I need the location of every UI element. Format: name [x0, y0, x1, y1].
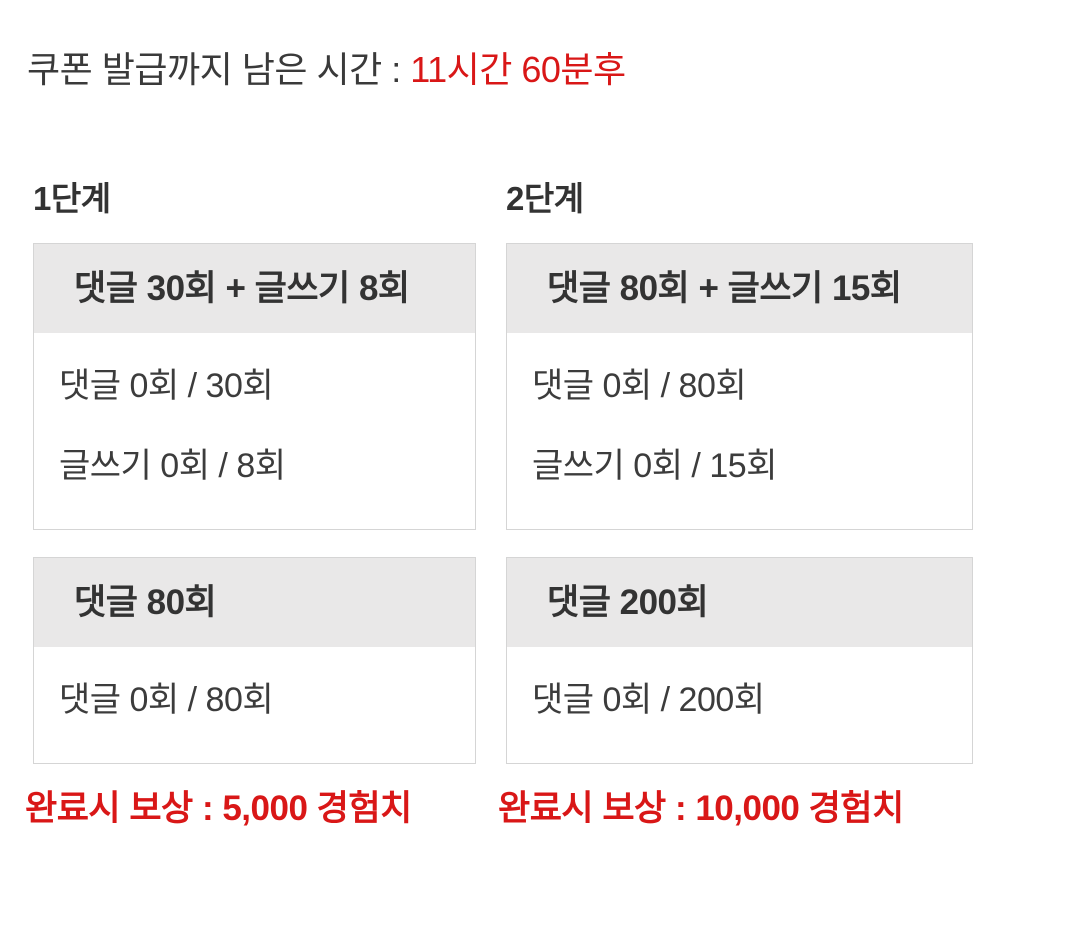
mission-card-header: 댓글 30회 + 글쓰기 8회	[34, 244, 475, 333]
stage-columns: 1단계 댓글 30회 + 글쓰기 8회 댓글 0회 / 30회 글쓰기 0회 /…	[25, 180, 1079, 826]
progress-row-comments: 댓글 0회 / 80회	[532, 367, 747, 405]
stage-1-mission-card-2: 댓글 80회 댓글 0회 / 80회	[33, 557, 476, 764]
progress-row-posts: 글쓰기 0회 / 15회	[532, 447, 777, 485]
stage-1-title: 1단계	[33, 180, 111, 217]
stage-1-mission-card-1: 댓글 30회 + 글쓰기 8회 댓글 0회 / 30회 글쓰기 0회 / 8회	[33, 243, 476, 530]
progress-row-comments: 댓글 0회 / 200회	[532, 681, 765, 719]
stage-2-title: 2단계	[506, 180, 584, 217]
mission-card-header: 댓글 80회 + 글쓰기 15회	[507, 244, 972, 333]
stage-1: 1단계 댓글 30회 + 글쓰기 8회 댓글 0회 / 30회 글쓰기 0회 /…	[25, 180, 476, 826]
stage-2-mission-card-1: 댓글 80회 + 글쓰기 15회 댓글 0회 / 80회 글쓰기 0회 / 15…	[506, 243, 973, 530]
stage-1-reward: 완료시 보상 : 5,000 경험치	[25, 789, 412, 828]
progress-row-comments: 댓글 0회 / 30회	[59, 367, 274, 405]
mission-card-header: 댓글 80회	[34, 558, 475, 647]
mission-card-header: 댓글 200회	[507, 558, 972, 647]
stage-2-mission-card-2: 댓글 200회 댓글 0회 / 200회	[506, 557, 973, 764]
coupon-timer: 쿠폰 발급까지 남은 시간 : 11시간 60분후	[27, 52, 1079, 88]
stage-2-reward: 완료시 보상 : 10,000 경험치	[498, 789, 904, 828]
progress-row-posts: 글쓰기 0회 / 8회	[59, 447, 286, 485]
stage-2: 2단계 댓글 80회 + 글쓰기 15회 댓글 0회 / 80회 글쓰기 0회 …	[498, 180, 973, 826]
coupon-timer-label: 쿠폰 발급까지 남은 시간 :	[27, 49, 411, 90]
coupon-timer-remaining: 11시간 60분후	[410, 49, 626, 90]
mission-card-body: 댓글 0회 / 80회 글쓰기 0회 / 15회	[507, 333, 972, 529]
mission-card-body: 댓글 0회 / 200회	[507, 647, 972, 763]
mission-card-body: 댓글 0회 / 30회 글쓰기 0회 / 8회	[34, 333, 475, 529]
progress-row-comments: 댓글 0회 / 80회	[59, 681, 274, 719]
mission-card-body: 댓글 0회 / 80회	[34, 647, 475, 763]
